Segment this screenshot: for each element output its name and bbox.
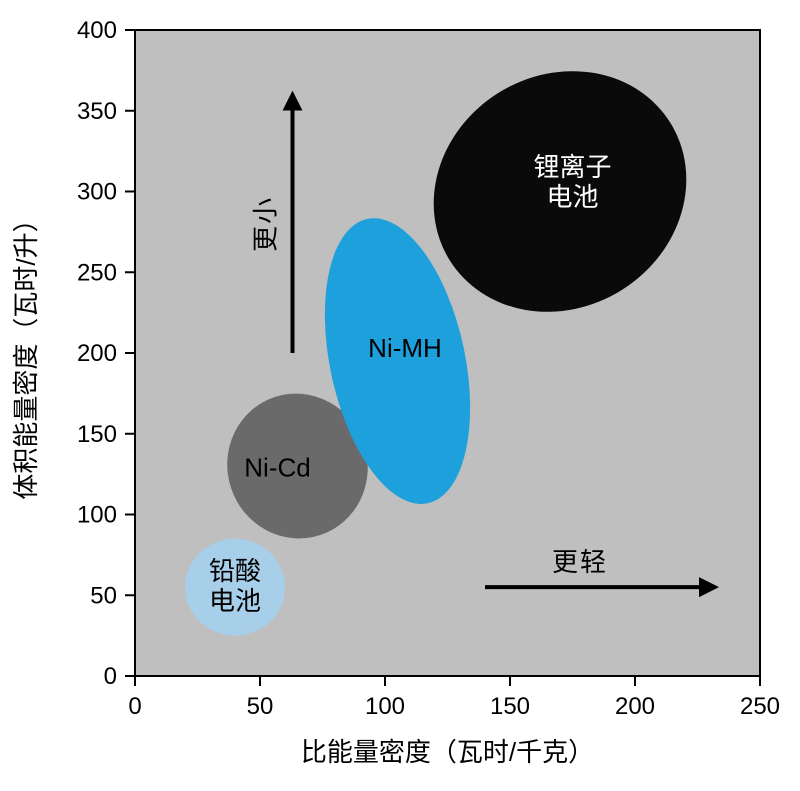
y-tick-label: 150 [77, 421, 117, 448]
chart-svg: 铅酸电池Ni-CdNi-MH锂离子电池更小更轻05010015020025005… [0, 0, 800, 791]
y-tick-label: 50 [90, 582, 117, 609]
y-tick-label: 250 [77, 259, 117, 286]
ni-cd-label: Ni-Cd [244, 452, 310, 482]
battery-energy-density-chart: 铅酸电池Ni-CdNi-MH锂离子电池更小更轻05010015020025005… [0, 0, 800, 791]
lead-acid-label: 铅酸电池 [209, 556, 261, 616]
y-tick-label: 0 [104, 663, 117, 690]
x-axis-label: 比能量密度（瓦时/千克） [301, 737, 594, 767]
y-tick-label: 300 [77, 179, 117, 206]
y-tick-label: 350 [77, 98, 117, 125]
y-tick-label: 400 [77, 17, 117, 44]
y-axis-label: 体积能量密度（瓦时/升） [11, 206, 41, 499]
x-tick-label: 50 [247, 693, 274, 720]
lighter-arrow-label: 更轻 [552, 547, 608, 577]
ni-mh-label: Ni-MH [368, 333, 442, 363]
y-tick-label: 200 [77, 340, 117, 367]
x-tick-label: 100 [365, 693, 405, 720]
x-tick-label: 150 [490, 693, 530, 720]
y-tick-label: 100 [77, 502, 117, 529]
smaller-arrow-label: 更小 [251, 196, 281, 252]
x-tick-label: 250 [740, 693, 780, 720]
x-tick-label: 0 [128, 693, 141, 720]
x-tick-label: 200 [615, 693, 655, 720]
